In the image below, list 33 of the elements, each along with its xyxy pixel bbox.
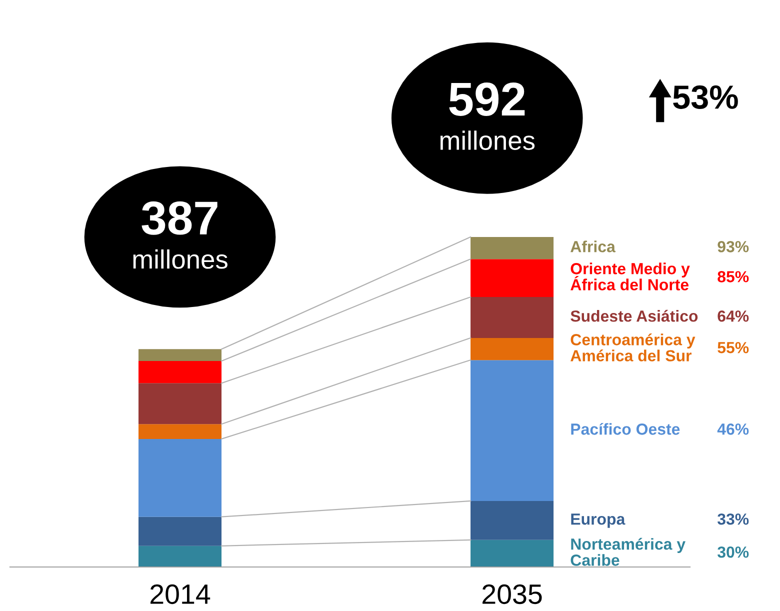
bar xyxy=(470,338,554,360)
text: 30% xyxy=(718,546,749,558)
x-tick-label: 2014 xyxy=(150,584,210,604)
series-label: Pacífico Oeste xyxy=(571,422,680,435)
x-tick-label: 2035 xyxy=(482,584,542,604)
text: 55% xyxy=(718,342,749,354)
text: 85% xyxy=(718,271,749,282)
text: 46% xyxy=(717,424,749,435)
text: 93% xyxy=(718,241,749,252)
bar xyxy=(138,516,222,546)
bar xyxy=(470,540,554,567)
series-label: Centroamérica y América del Sur xyxy=(570,333,696,362)
text: 592 millones xyxy=(440,82,535,150)
bar xyxy=(470,259,554,298)
text: 53% xyxy=(673,85,738,109)
series-label: Oriente Medio y África del Norte xyxy=(570,262,690,290)
bar xyxy=(138,349,222,362)
series-label: Sudeste Asiático xyxy=(570,310,698,322)
series-label: Europa xyxy=(571,514,626,528)
series-label: Africa xyxy=(570,240,616,252)
bar xyxy=(138,361,222,384)
annotation: 387 millones xyxy=(133,201,228,269)
series-label: Norteamérica y Caribe xyxy=(570,538,686,566)
bar xyxy=(470,500,554,540)
bar xyxy=(138,424,222,439)
text: 64% xyxy=(718,310,749,322)
bar xyxy=(138,438,222,517)
text: 33% xyxy=(718,513,749,525)
bar xyxy=(138,546,222,567)
bar xyxy=(138,383,222,424)
bar xyxy=(470,360,554,501)
bar xyxy=(470,297,554,338)
bar xyxy=(470,236,554,260)
